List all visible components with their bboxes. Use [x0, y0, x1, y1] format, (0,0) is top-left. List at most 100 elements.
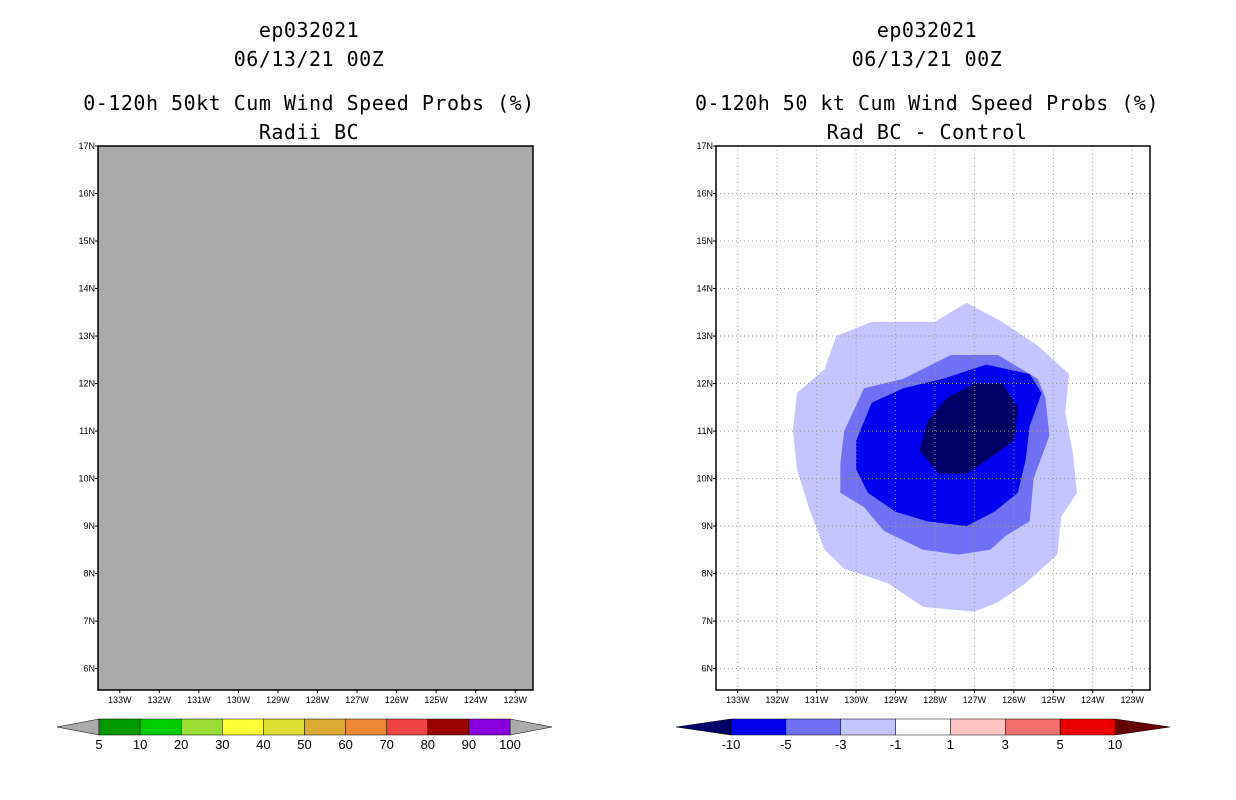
right-lat-label: 6N: [701, 664, 713, 674]
right-lon-label: 125W: [1042, 695, 1066, 705]
right-contour-3: [919, 383, 1018, 474]
right-lon-label: 126W: [1002, 695, 1026, 705]
left-lon-label: 125W: [424, 695, 448, 705]
left-colorbar-over-arrow: [509, 718, 553, 736]
right-lat-label: 13N: [696, 331, 713, 341]
left-colorbar-box: [180, 718, 223, 736]
right-lon-label: 123W: [1120, 695, 1144, 705]
left-colorbar-label: 40: [256, 737, 270, 752]
left-date: 06/13/21 00Z: [233, 47, 385, 71]
right-lon-label: 133W: [726, 695, 750, 705]
left-colorbar-label: 5: [95, 737, 102, 752]
right-lat-label: 12N: [696, 379, 713, 389]
left-chart-subtitle: Radii BC: [258, 120, 360, 144]
right-colorbar-over-arrow: [1114, 718, 1171, 736]
left-colorbar-box: [263, 718, 305, 736]
left-storm-id: ep032021: [258, 18, 360, 42]
left-colorbar-box: [427, 718, 470, 736]
right-lat-label: 15N: [696, 236, 713, 246]
left-lon-label: 124W: [464, 695, 488, 705]
left-colorbar-label: 70: [379, 737, 393, 752]
left-colorbar-label: 100: [499, 737, 521, 752]
left-panel: ep032021 06/13/21 00Z 0-120h 50kt Cum Wi…: [56, 18, 553, 752]
left-colorbar-label: 30: [215, 737, 229, 752]
right-colorbar-box: [1005, 718, 1061, 736]
right-lat-label: 9N: [701, 521, 713, 531]
left-colorbar-label: 90: [462, 737, 476, 752]
right-colorbar-label: -3: [835, 737, 847, 752]
left-lon-label: 133W: [108, 695, 132, 705]
left-lat-label: 16N: [78, 189, 95, 199]
left-chart-title: 0-120h 50kt Cum Wind Speed Probs (%): [83, 91, 535, 115]
left-map-area: [98, 146, 533, 690]
right-lon-label: 131W: [805, 695, 829, 705]
right-colorbar-label: -10: [722, 737, 741, 752]
left-lon-label: 126W: [385, 695, 409, 705]
left-colorbar-label: 10: [133, 737, 147, 752]
right-date: 06/13/21 00Z: [851, 47, 1003, 71]
right-lon-label: 124W: [1081, 695, 1105, 705]
right-storm-id: ep032021: [876, 18, 978, 42]
left-colorbar-label: 50: [297, 737, 311, 752]
left-colorbar-box: [139, 718, 182, 736]
left-colorbar-label: 20: [174, 737, 188, 752]
left-colorbar-box: [304, 718, 346, 736]
right-colorbar-box: [895, 718, 951, 736]
left-lat-label: 10N: [78, 474, 95, 484]
right-lat-label: 16N: [696, 189, 713, 199]
right-colorbar-box: [785, 718, 841, 736]
right-lon-label: 128W: [923, 695, 947, 705]
right-colorbar-box: [840, 718, 896, 736]
right-lat-label: 10N: [696, 474, 713, 484]
right-colorbar-box: [730, 718, 787, 736]
left-chart: 6N 7N 8N 9N 10N 11N 12N 13N 14N 15N 16N 17N 133W 132W…: [56, 141, 553, 752]
right-lon-label: 132W: [765, 695, 789, 705]
right-chart: 6N 7N 8N 9N 10N 11N 12N 13N 14N 15N 16N 17N 133W 132W…: [675, 141, 1171, 752]
right-colorbar-box: [1059, 718, 1116, 736]
right-colorbar-box: [950, 718, 1006, 736]
left-lat-label: 17N: [78, 141, 95, 151]
right-lon-label: 129W: [884, 695, 908, 705]
right-lat-label: 8N: [701, 569, 713, 579]
right-lon-label: 127W: [963, 695, 987, 705]
left-lat-label: 8N: [83, 569, 95, 579]
left-colorbar-box: [345, 718, 387, 736]
left-colorbar-box: [468, 718, 511, 736]
left-colorbar-label: 80: [421, 737, 435, 752]
left-lat-label: 11N: [79, 426, 95, 436]
left-lat-label: 15N: [78, 236, 95, 246]
left-colorbar-label: 60: [338, 737, 352, 752]
left-lat-label: 9N: [83, 521, 95, 531]
right-colorbar-label: 10: [1108, 737, 1122, 752]
right-colorbar-label: 5: [1057, 737, 1064, 752]
right-lon-label: 130W: [844, 695, 868, 705]
left-colorbar-box: [222, 718, 264, 736]
left-lat-label: 14N: [78, 284, 95, 294]
right-colorbar-label: -1: [890, 737, 902, 752]
right-colorbar-label: 1: [947, 737, 954, 752]
left-lat-label: 12N: [78, 379, 95, 389]
right-colorbar-label: 3: [1002, 737, 1009, 752]
left-colorbar-box: [386, 718, 429, 736]
right-chart-subtitle: Rad BC - Control: [826, 120, 1028, 144]
left-map-frame: [97, 145, 534, 691]
right-lat-label: 7N: [701, 616, 713, 626]
left-lon-label: 128W: [306, 695, 330, 705]
left-lon-label: 130W: [227, 695, 251, 705]
right-colorbar-label: -5: [780, 737, 792, 752]
left-lat-label: 13N: [78, 331, 95, 341]
right-chart-title: 0-120h 50 kt Cum Wind Speed Probs (%): [694, 91, 1160, 115]
right-lat-label: 14N: [696, 284, 713, 294]
left-lon-label: 123W: [503, 695, 527, 705]
right-lat-label: 17N: [696, 141, 713, 151]
left-lon-label: 127W: [345, 695, 369, 705]
left-lat-label: 7N: [83, 616, 95, 626]
left-lon-label: 132W: [148, 695, 172, 705]
left-lon-label: 129W: [266, 695, 290, 705]
right-panel: ep032021 06/13/21 00Z 0-120h 50 kt Cum W…: [618, 0, 1236, 800]
right-colorbar-under-arrow: [675, 718, 732, 736]
left-colorbar-under-arrow: [56, 718, 100, 736]
left-colorbar-box: [98, 718, 141, 736]
right-lat-label: 11N: [697, 426, 713, 436]
left-lon-label: 131W: [187, 695, 211, 705]
